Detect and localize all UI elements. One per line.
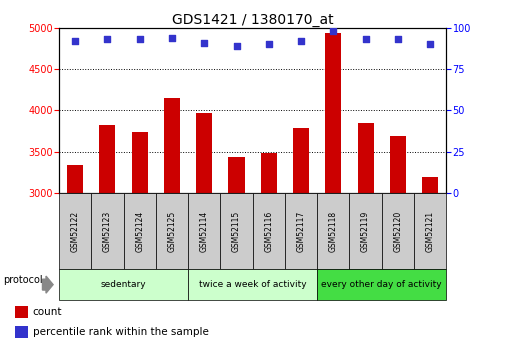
- Point: [329, 28, 338, 34]
- Bar: [349, 193, 382, 269]
- Point: [103, 37, 111, 42]
- Bar: [325, 33, 342, 193]
- Bar: [261, 152, 277, 193]
- Text: twice a week of activity: twice a week of activity: [199, 280, 306, 289]
- Bar: [390, 136, 406, 193]
- Point: [200, 40, 208, 45]
- Bar: [164, 98, 180, 193]
- Text: GSM52121: GSM52121: [426, 210, 435, 252]
- Text: GSM52125: GSM52125: [167, 210, 176, 252]
- Bar: [358, 123, 373, 193]
- Bar: [59, 193, 91, 269]
- Bar: [124, 193, 156, 269]
- Text: GSM52122: GSM52122: [71, 210, 80, 252]
- Text: GSM52120: GSM52120: [393, 210, 402, 252]
- Bar: [59, 269, 188, 300]
- Bar: [188, 269, 317, 300]
- Bar: [293, 128, 309, 193]
- Text: GSM52118: GSM52118: [329, 210, 338, 252]
- Point: [71, 38, 79, 43]
- Bar: [100, 125, 115, 193]
- Bar: [422, 177, 438, 193]
- Text: protocol: protocol: [3, 275, 43, 285]
- Title: GDS1421 / 1380170_at: GDS1421 / 1380170_at: [172, 12, 333, 27]
- Bar: [156, 193, 188, 269]
- Bar: [285, 193, 317, 269]
- Bar: [382, 193, 414, 269]
- FancyArrow shape: [43, 276, 53, 293]
- Bar: [91, 193, 124, 269]
- Text: GSM52117: GSM52117: [297, 210, 306, 252]
- Text: GSM52119: GSM52119: [361, 210, 370, 252]
- Bar: [228, 157, 245, 193]
- Point: [297, 38, 305, 43]
- Text: GSM52115: GSM52115: [232, 210, 241, 252]
- Bar: [15, 326, 28, 338]
- Bar: [67, 165, 83, 193]
- Bar: [317, 269, 446, 300]
- Bar: [132, 132, 148, 193]
- Point: [135, 37, 144, 42]
- Point: [232, 43, 241, 49]
- Bar: [414, 193, 446, 269]
- Bar: [188, 193, 221, 269]
- Bar: [196, 113, 212, 193]
- Text: every other day of activity: every other day of activity: [322, 280, 442, 289]
- Text: sedentary: sedentary: [101, 280, 146, 289]
- Text: GSM52116: GSM52116: [264, 210, 273, 252]
- Text: GSM52124: GSM52124: [135, 210, 144, 252]
- Text: GSM52114: GSM52114: [200, 210, 209, 252]
- Point: [426, 41, 435, 47]
- Point: [394, 37, 402, 42]
- Bar: [252, 193, 285, 269]
- Text: percentile rank within the sample: percentile rank within the sample: [33, 327, 209, 337]
- Text: GSM52123: GSM52123: [103, 210, 112, 252]
- Bar: [221, 193, 252, 269]
- Text: count: count: [33, 307, 63, 317]
- Point: [168, 35, 176, 40]
- Point: [265, 41, 273, 47]
- Point: [362, 37, 370, 42]
- Bar: [317, 193, 349, 269]
- Bar: [15, 306, 28, 318]
